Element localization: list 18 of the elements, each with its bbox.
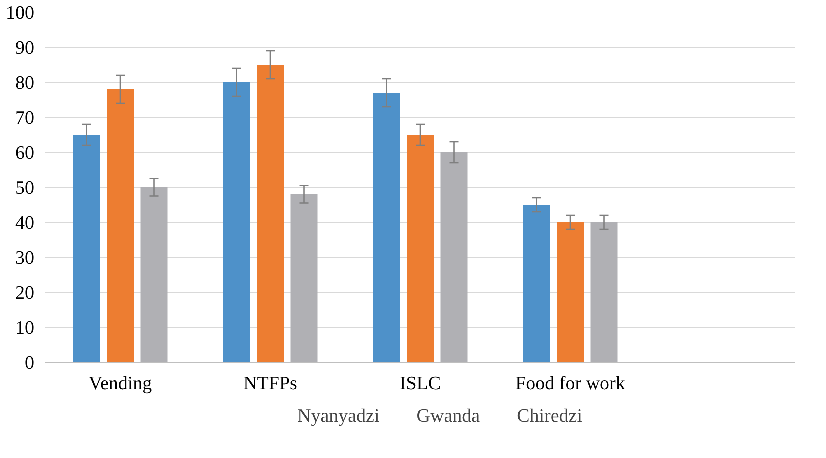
y-tick-label: 80: [16, 73, 34, 94]
y-tick-label: 20: [16, 283, 34, 304]
y-tick-label: 70: [16, 108, 34, 129]
x-tick-label: Vending: [88, 374, 153, 394]
text: Nyanyadzi: [297, 406, 380, 428]
x-tick-label: ISLC: [400, 374, 442, 394]
text: Chiredzi: [517, 406, 583, 428]
y-tick-label: 50: [16, 178, 34, 199]
y-tick-label: 10: [16, 318, 34, 339]
y-tick-label: 90: [16, 38, 34, 59]
y-tick-label: 100: [6, 3, 34, 24]
x-tick-label: Food for work: [516, 374, 626, 394]
text: Gwanda: [416, 406, 480, 428]
y-tick-label: 0: [25, 353, 34, 374]
x-tick-label: NTFPs: [244, 374, 298, 394]
y-tick-label: 40: [16, 213, 34, 234]
y-tick-label: 30: [16, 248, 34, 269]
y-tick-label: 60: [16, 143, 34, 164]
